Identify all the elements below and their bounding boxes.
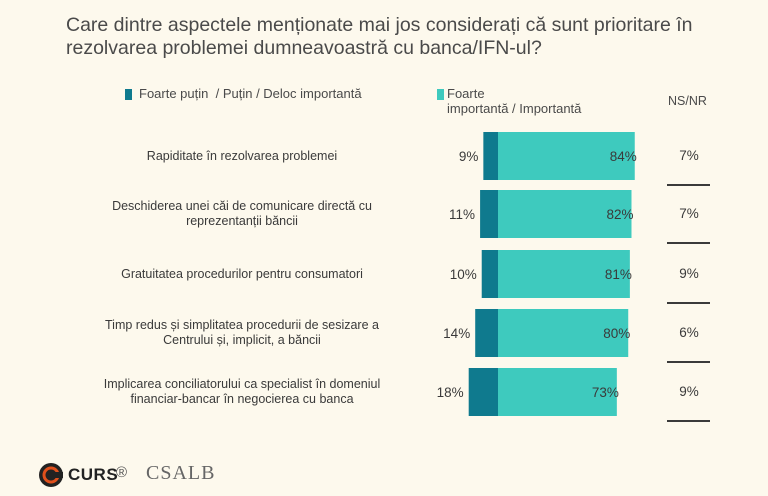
registered-mark: ® — [116, 464, 128, 481]
nsnr-value: 6% — [679, 325, 699, 340]
bar-high-importance — [498, 250, 630, 298]
category-label-line: Rapiditate în rezolvarea problemei — [146, 148, 338, 163]
data-label-low: 11% — [449, 207, 475, 222]
bar-low-importance — [480, 190, 498, 238]
category-label-line: reprezentanții băncii — [186, 214, 298, 228]
data-label-low: 10% — [450, 267, 477, 282]
nsnr-value: 7% — [679, 206, 699, 221]
legend-swatch-low — [125, 89, 132, 100]
chart-title: Care dintre aspectele menționate mai jos… — [66, 14, 693, 59]
nsnr-value: 7% — [679, 148, 699, 163]
nsnr-value: 9% — [679, 384, 699, 399]
bar-low-importance — [475, 309, 498, 357]
category-label: Timp redus și simplitatea procedurii de … — [82, 318, 402, 348]
category-label: Gratuitatea procedurilor pentru consumat… — [82, 267, 402, 282]
curs-logo-icon — [39, 463, 63, 487]
data-label-high: 80% — [603, 326, 630, 341]
bar-high-importance — [498, 190, 632, 238]
legend-label-high-line2: importantă / Importantă — [447, 101, 582, 116]
bar-low-importance — [483, 132, 498, 180]
nsnr-column-header: NS/NR — [668, 94, 707, 108]
data-label-low: 14% — [443, 326, 470, 341]
category-label-line: Gratuitatea procedurilor pentru consumat… — [121, 266, 363, 281]
bar-high-importance — [498, 309, 629, 357]
csalb-logo: CSALB — [146, 462, 216, 484]
bar-high-importance — [498, 368, 617, 416]
category-label-line: Implicarea conciliatorului ca specialist… — [103, 377, 381, 391]
legend-swatch-high — [437, 89, 444, 100]
bar-high-importance — [498, 132, 635, 180]
category-label-line: Timp redus și simplitatea procedurii de … — [105, 318, 379, 332]
legend-label-high-line1: Foarte — [447, 86, 485, 101]
category-label-line: Deschiderea unei căi de comunicare direc… — [112, 199, 372, 213]
category-label-line: Centrului și, implicit, a băncii — [163, 333, 321, 347]
data-label-high: 82% — [606, 207, 633, 222]
curs-logo-text: CURS — [68, 465, 119, 484]
bar-low-importance — [481, 250, 498, 298]
data-label-low: 9% — [459, 149, 479, 164]
legend-label-low: Foarte puțin / Puțin / Deloc importantă — [139, 86, 362, 101]
nsnr-divider — [667, 361, 710, 363]
nsnr-divider — [667, 420, 710, 422]
bar-low-importance — [468, 368, 498, 416]
data-label-high: 81% — [605, 267, 632, 282]
data-label-high: 84% — [610, 149, 637, 164]
category-label: Implicarea conciliatorului ca specialist… — [82, 377, 402, 407]
data-label-low: 18% — [437, 385, 464, 400]
category-label-line: financiar-bancar în negocierea cu banca — [130, 392, 354, 406]
category-label: Rapiditate în rezolvarea problemei — [82, 149, 402, 164]
nsnr-divider — [667, 184, 710, 186]
nsnr-divider — [667, 242, 710, 244]
category-label: Deschiderea unei căi de comunicare direc… — [82, 199, 402, 229]
data-label-high: 73% — [592, 385, 619, 400]
nsnr-value: 9% — [679, 266, 699, 281]
nsnr-divider — [667, 302, 710, 304]
